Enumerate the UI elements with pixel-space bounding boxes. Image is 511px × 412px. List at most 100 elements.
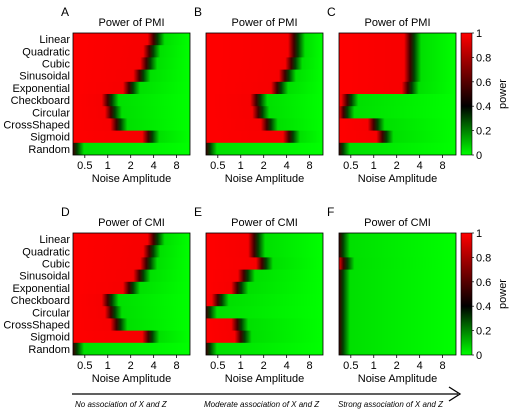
x-tick-label: 0.5 <box>210 360 225 372</box>
panel-letter: E <box>194 205 202 219</box>
heatmap-row <box>339 257 456 271</box>
heatmap-row <box>73 245 190 258</box>
heatmap-row <box>73 106 190 119</box>
x-axis-label: Noise Amplitude <box>225 373 305 385</box>
x-tick-label: 0.5 <box>77 360 92 372</box>
plot-frame <box>205 32 324 156</box>
heatmap-row <box>206 233 323 246</box>
panel-title: Power of CMI <box>364 217 431 229</box>
heatmap-row <box>73 45 190 58</box>
y-tick-label: Exponential <box>13 283 71 295</box>
x-axis-label: Noise Amplitude <box>225 173 305 185</box>
colorbar-tick-label: 0.4 <box>476 101 491 113</box>
heatmap-row <box>206 94 323 107</box>
heatmap-row <box>73 330 190 344</box>
heatmap-row <box>339 330 456 344</box>
panel-letter: B <box>194 5 202 19</box>
x-tick-label: 2 <box>128 160 134 172</box>
plot-frame <box>72 32 191 156</box>
heatmap-row <box>206 245 323 258</box>
heatmap-row <box>206 318 323 332</box>
heatmap-row <box>206 294 323 307</box>
panel-letter: F <box>327 205 334 219</box>
heatmap-row <box>206 269 323 283</box>
heatmap-row <box>339 118 456 132</box>
y-tick-label: Checkboard <box>11 95 70 107</box>
y-tick-label: Random <box>28 344 70 356</box>
heatmap-row <box>73 257 190 271</box>
heatmap-D <box>73 233 190 355</box>
heatmap-row <box>339 318 456 332</box>
heatmap-row <box>206 257 323 271</box>
panel-letter: D <box>61 205 70 219</box>
panel-letter: A <box>61 5 69 19</box>
colorbar-tick-label: 0.8 <box>476 52 491 64</box>
y-tick-label: CrossShaped <box>3 120 70 132</box>
heatmap-row <box>339 269 456 283</box>
y-tick-label: CrossShaped <box>3 320 70 332</box>
x-tick-label: 1 <box>105 160 111 172</box>
heatmap-row <box>73 142 190 155</box>
heatmap-row <box>339 342 456 355</box>
x-tick-label: 8 <box>174 160 180 172</box>
y-tick-label: Linear <box>39 34 70 46</box>
x-tick-label: 0.5 <box>210 160 225 172</box>
y-tick-label: Sigmoid <box>30 332 70 344</box>
footer-label: Moderate association of X and Z <box>204 400 320 409</box>
colorbar-tick-label: 1 <box>476 228 482 240</box>
colorbar <box>460 32 473 156</box>
heatmap-row <box>73 94 190 107</box>
footer-arrow-head <box>448 386 462 402</box>
heatmap-row <box>73 233 190 246</box>
colorbar-tick-label: 0.2 <box>476 326 491 338</box>
heatmap-row <box>73 281 190 295</box>
colorbar-tick-label: 0.4 <box>476 301 491 313</box>
x-tick-label: 4 <box>417 160 423 172</box>
heatmap-row <box>339 69 456 83</box>
x-tick-label: 1 <box>371 360 377 372</box>
heatmap-F <box>339 233 456 355</box>
y-tick-label: Exponential <box>13 83 71 95</box>
plot-frame <box>338 32 457 156</box>
heatmap-row <box>206 306 323 319</box>
panel-title: Power of PMI <box>231 17 297 29</box>
heatmap-row <box>206 45 323 58</box>
heatmap-row <box>73 57 190 71</box>
x-tick-label: 1 <box>238 360 244 372</box>
colorbar-tick-label: 0 <box>476 150 482 162</box>
y-tick-label: Circular <box>32 307 70 319</box>
y-tick-label: Sigmoid <box>30 132 70 144</box>
heatmap-row <box>206 106 323 119</box>
heatmap-row <box>339 233 456 246</box>
heatmap-row <box>206 330 323 344</box>
colorbar-tick-label: 0.6 <box>476 277 491 289</box>
x-tick-label: 1 <box>238 160 244 172</box>
heatmap-row <box>339 281 456 295</box>
x-tick-label: 8 <box>174 360 180 372</box>
colorbar-tick-label: 1 <box>476 28 482 40</box>
heatmap-row <box>339 57 456 71</box>
heatmap-row <box>73 33 190 46</box>
heatmap-row <box>339 130 456 144</box>
heatmap-E <box>206 233 323 355</box>
heatmap-row <box>73 306 190 319</box>
y-tick-label: Cubic <box>42 259 71 271</box>
colorbar-tick-label: 0 <box>476 350 482 362</box>
heatmap-row <box>206 69 323 83</box>
heatmap-row <box>73 342 190 355</box>
y-tick-label: Random <box>28 144 70 156</box>
panel-title: Power of PMI <box>364 17 430 29</box>
x-tick-label: 1 <box>371 160 377 172</box>
heatmap-row <box>206 33 323 46</box>
heatmap-row <box>206 342 323 355</box>
footer-label: Strong association of X and Z <box>338 400 444 409</box>
y-tick-label: Quadratic <box>22 46 70 58</box>
x-tick-label: 1 <box>105 360 111 372</box>
heatmap-row <box>73 69 190 83</box>
y-tick-label: Cubic <box>42 59 71 71</box>
x-tick-label: 2 <box>128 360 134 372</box>
x-tick-label: 4 <box>284 160 290 172</box>
x-tick-label: 0.5 <box>343 360 358 372</box>
x-axis-label: Noise Amplitude <box>358 373 438 385</box>
